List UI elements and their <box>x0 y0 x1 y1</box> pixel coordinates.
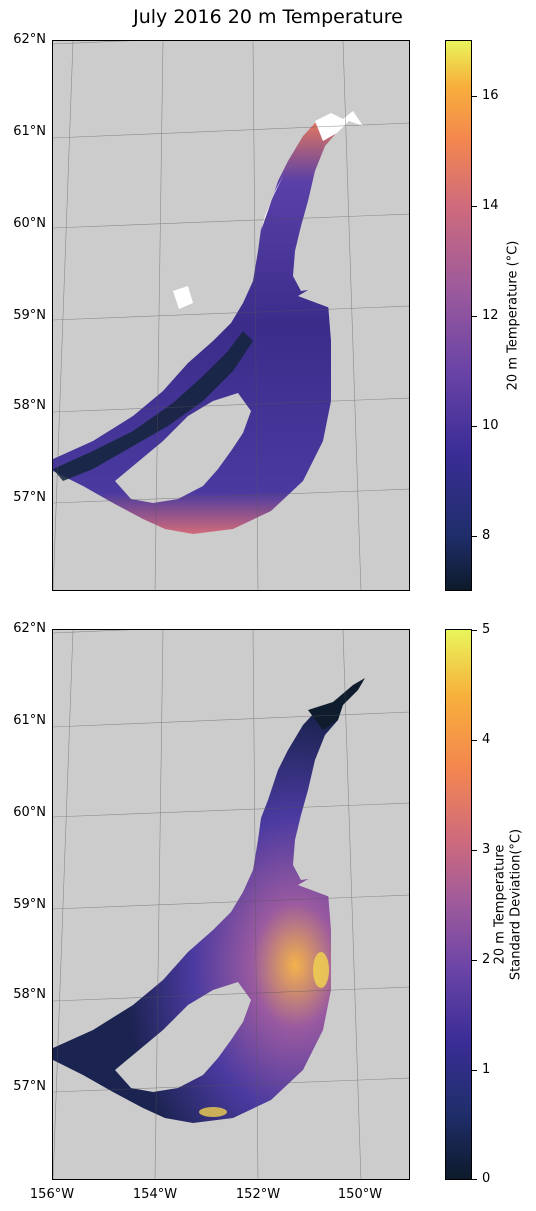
colorbar-tick-mark <box>472 206 477 207</box>
bottom-colorbar-tick-0: 0 <box>482 1171 491 1186</box>
peninsula-land <box>298 281 353 341</box>
bottom-map-panel <box>52 629 410 1180</box>
small-island <box>138 541 152 547</box>
peninsula-land <box>298 870 353 930</box>
bottom-colorbar-tick-3: 3 <box>482 842 491 857</box>
lon-label-154: 154°W <box>132 1187 178 1202</box>
graticule <box>53 630 409 1179</box>
top-colorbar-tick-16: 16 <box>482 88 499 103</box>
bottom-colorbar-tick-1: 1 <box>482 1062 491 1077</box>
top-colorbar-label: 20 m Temperature (°C) <box>505 240 521 391</box>
bottom-colorbar-label-1: 20 m Temperature <box>492 844 508 965</box>
bottom-colorbar-tick-5: 5 <box>482 622 491 637</box>
lat-label-bottom-62: 62°N <box>13 621 46 636</box>
colorbar-tick-mark <box>472 850 477 851</box>
dark-channel <box>53 331 253 481</box>
colorbar-tick-mark <box>472 1179 477 1180</box>
lat-label-bottom-58: 58°N <box>13 987 46 1002</box>
sea-area <box>53 119 338 534</box>
hotspot <box>199 1107 227 1117</box>
hotspot <box>313 952 329 988</box>
colorbar-tick-mark <box>472 426 477 427</box>
colorbar-tick-mark <box>472 316 477 317</box>
top-colorbar-tick-8: 8 <box>482 528 491 543</box>
lon-label-150: 150°W <box>337 1187 383 1202</box>
lat-label-bottom-61: 61°N <box>13 713 46 728</box>
lat-label-top-61: 61°N <box>13 124 46 139</box>
lat-label-top-60: 60°N <box>13 216 46 231</box>
small-island <box>115 1137 131 1143</box>
lat-label-bottom-60: 60°N <box>13 805 46 820</box>
lat-label-top-57: 57°N <box>13 490 46 505</box>
figure-title: July 2016 20 m Temperature <box>133 6 403 28</box>
top-map-panel <box>52 40 410 591</box>
colorbar-tick-mark <box>472 1070 477 1071</box>
small-island <box>138 1130 152 1136</box>
top-colorbar-tick-12: 12 <box>482 308 499 323</box>
top-map-svg <box>53 41 409 590</box>
sea-area <box>53 708 338 1123</box>
inlet-dark <box>308 678 365 730</box>
top-colorbar-tick-14: 14 <box>482 198 499 213</box>
lat-label-bottom-57: 57°N <box>13 1079 46 1094</box>
colorbar-tick-mark <box>472 96 477 97</box>
colorbar-tick-mark <box>472 740 477 741</box>
lon-label-156: 156°W <box>29 1187 75 1202</box>
top-colorbar-tick-10: 10 <box>482 418 499 433</box>
bottom-map-svg <box>53 630 409 1179</box>
colorbar-tick-mark <box>472 960 477 961</box>
lat-label-top-58: 58°N <box>13 398 46 413</box>
top-colorbar <box>445 40 472 591</box>
small-island <box>115 548 131 554</box>
island <box>115 393 251 503</box>
bottom-colorbar-label-2: Standard Deviation(°C) <box>508 828 524 981</box>
lat-label-bottom-59: 59°N <box>13 897 46 912</box>
bottom-colorbar-tick-2: 2 <box>482 952 491 967</box>
bottom-colorbar <box>445 629 472 1180</box>
graticule <box>53 41 409 590</box>
colorbar-tick-mark <box>472 630 477 631</box>
lat-label-top-59: 59°N <box>13 308 46 323</box>
colorbar-tick-mark <box>472 536 477 537</box>
coast-patch <box>173 286 193 309</box>
lat-label-top-62: 62°N <box>13 32 46 47</box>
island <box>115 982 251 1092</box>
lon-label-152: 152°W <box>235 1187 281 1202</box>
bottom-colorbar-tick-4: 4 <box>482 732 491 747</box>
